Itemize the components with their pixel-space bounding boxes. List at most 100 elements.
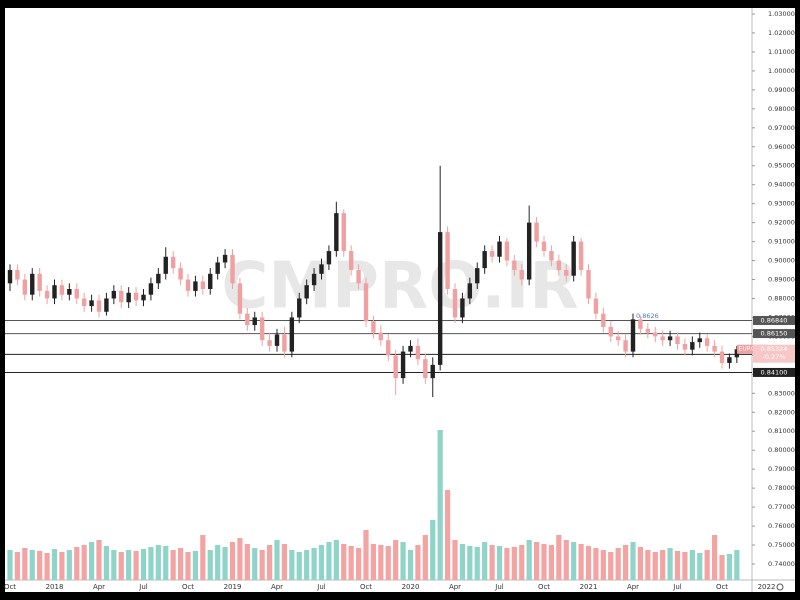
- volume-bar: [496, 546, 503, 580]
- x-tick-label: 2020: [402, 583, 420, 591]
- x-tick-label: Jul: [138, 583, 148, 591]
- volume-bar: [22, 548, 28, 580]
- volume-bar: [541, 544, 547, 580]
- candle-body: [363, 283, 369, 322]
- volume-pane: [7, 430, 740, 580]
- volume-bar: [326, 542, 332, 580]
- candle-body: [423, 359, 428, 379]
- candle-body: [653, 332, 658, 337]
- y-tick-label: 0.96000: [768, 143, 795, 151]
- y-tick-label: 0.99000: [768, 86, 795, 94]
- volume-bar: [608, 552, 614, 580]
- volume-bar: [511, 547, 517, 580]
- y-tick-label: 0.77000: [768, 503, 795, 511]
- candle-body: [482, 251, 487, 269]
- candle-body: [534, 222, 539, 242]
- volume-bar: [422, 535, 428, 580]
- y-tick-label: 0.81000: [768, 427, 795, 435]
- volume-bar: [556, 535, 562, 580]
- candle-body: [586, 270, 591, 299]
- candle-body: [22, 279, 28, 295]
- volume-bar: [274, 540, 280, 580]
- candle-body: [526, 222, 532, 280]
- volume-bar: [526, 540, 532, 580]
- volume-bar: [430, 520, 436, 580]
- volume-bar: [311, 548, 317, 580]
- volume-bar: [7, 550, 13, 580]
- candle-body: [200, 281, 206, 289]
- candle-body: [163, 256, 168, 274]
- candle-body: [667, 336, 673, 341]
- candle-body: [334, 213, 339, 252]
- volume-bar: [489, 545, 495, 580]
- candle-body: [393, 355, 398, 379]
- volume-bar: [29, 550, 35, 580]
- y-tick-label: 0.93000: [768, 200, 795, 208]
- volume-bar: [437, 430, 443, 580]
- candle-body: [230, 254, 235, 284]
- level-label: 0.86840: [761, 316, 788, 324]
- y-tick-label: 0.89000: [768, 276, 795, 284]
- volume-bar: [266, 545, 273, 580]
- candle-body: [497, 241, 502, 257]
- candle-body: [378, 332, 384, 341]
- candle-body: [208, 273, 213, 289]
- volume-bar: [126, 550, 132, 580]
- candle-body: [141, 294, 146, 301]
- candle-body: [371, 321, 376, 333]
- candle-body: [104, 298, 109, 312]
- volume-bar: [682, 552, 688, 580]
- volume-bar: [66, 550, 72, 580]
- y-tick-label: 1.00000: [768, 67, 795, 75]
- candle-body: [512, 260, 517, 271]
- volume-bar: [237, 538, 243, 580]
- y-tick-label: 1.03000: [768, 10, 795, 18]
- volume-bar: [474, 547, 480, 580]
- volume-bar: [192, 551, 199, 580]
- candle-body: [615, 336, 621, 341]
- candle-body: [386, 340, 391, 356]
- y-tick-label: 0.88000: [768, 294, 795, 302]
- volume-bar: [118, 552, 124, 580]
- x-tick-label: Apr: [449, 583, 461, 591]
- y-tick-label: 0.83000: [768, 389, 795, 397]
- settings-icon[interactable]: [776, 583, 784, 591]
- candle-body: [67, 289, 72, 295]
- candle-body: [111, 290, 117, 299]
- volume-bar: [140, 549, 147, 580]
- x-tick-label: 2022: [758, 583, 776, 591]
- volume-bar: [51, 549, 58, 580]
- candle-body: [682, 344, 688, 350]
- volume-bar: [734, 550, 740, 580]
- watermark: CMPRO.IR: [221, 250, 578, 324]
- y-tick-label: 0.94000: [768, 181, 795, 189]
- candle-body: [222, 254, 228, 263]
- candle-body: [645, 328, 651, 333]
- volume-bar: [177, 548, 184, 580]
- y-tick-label: 0.97000: [768, 124, 795, 132]
- x-tick-label: 2018: [46, 583, 64, 591]
- volume-bar: [163, 546, 169, 580]
- level-label: 0.86150: [761, 330, 788, 338]
- candle-body: [274, 334, 280, 346]
- last-price: 0.85324: [761, 345, 788, 353]
- volume-bar: [719, 555, 725, 580]
- candle-body: [74, 289, 79, 299]
- candle-body: [30, 273, 35, 295]
- x-tick-label: Oct: [716, 583, 728, 591]
- candle-body: [727, 357, 732, 363]
- volume-bar: [14, 552, 21, 580]
- candle-body: [119, 290, 124, 303]
- candle-body: [259, 317, 265, 341]
- volume-bar: [111, 550, 117, 580]
- candle-body: [252, 317, 257, 326]
- x-tick-label: Jul: [672, 583, 682, 591]
- volume-bar: [370, 544, 377, 580]
- candle-body: [52, 285, 57, 299]
- volume-bar: [378, 545, 384, 580]
- level-label-box: [753, 315, 795, 325]
- y-tick-label: 0.80000: [768, 446, 795, 454]
- volume-bar: [689, 550, 695, 580]
- candle-body: [564, 270, 569, 276]
